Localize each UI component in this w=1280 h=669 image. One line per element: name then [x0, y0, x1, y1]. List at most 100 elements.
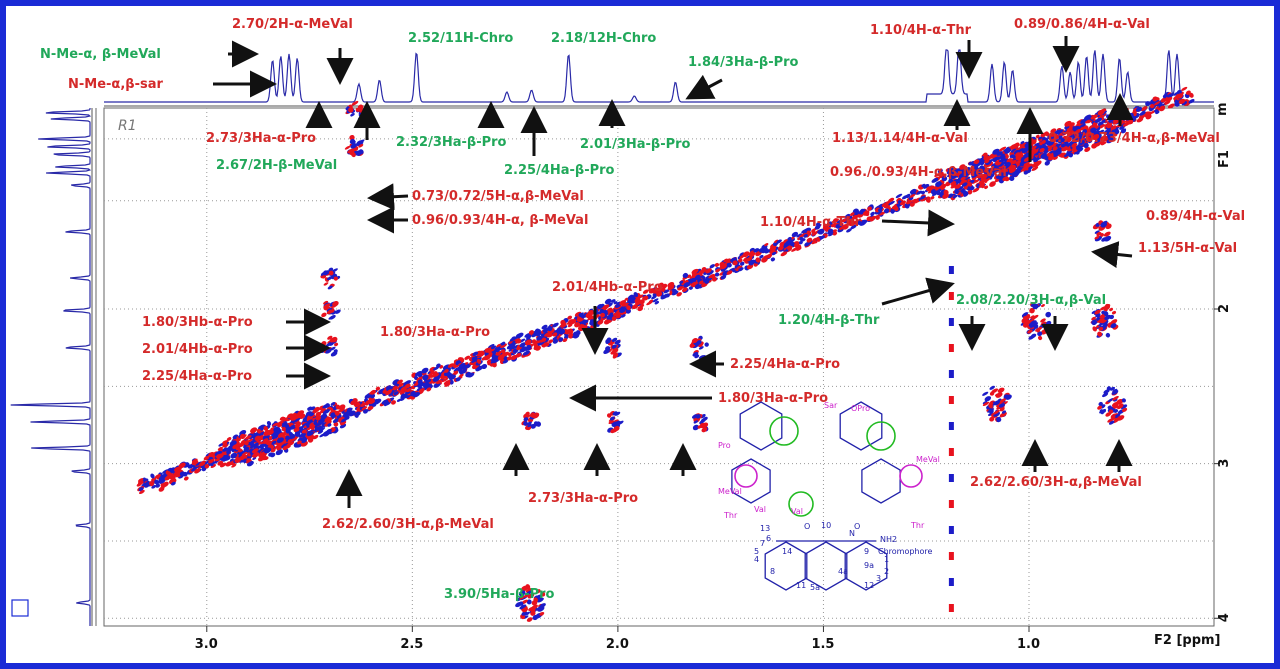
strip-7 [948, 448, 954, 456]
annotation-arrows [213, 36, 1134, 508]
structure-label-23: 5 [754, 547, 759, 556]
cross-peak-9 [521, 411, 542, 431]
corner-box [11, 599, 29, 617]
structure-label-27: 6 [766, 534, 771, 543]
cross-peak-16 [1092, 220, 1112, 242]
diag-blob-21 [404, 371, 433, 398]
plot-area [103, 107, 1215, 627]
strip-11 [948, 552, 954, 560]
top-trace-line [104, 49, 1214, 103]
panel-label: R1 [118, 118, 137, 134]
annot-cp-6: 1.80/3Hb-α-Pro [142, 315, 253, 330]
structure-label-7: Thr [723, 511, 738, 520]
x-axis-label: F2 [ppm] [1154, 633, 1221, 648]
structure-label-12: O [854, 522, 860, 531]
ring-chromo-left [764, 541, 808, 591]
cross-peak-13 [1090, 303, 1119, 338]
green-arc-1 [769, 416, 799, 446]
strip-10 [948, 526, 954, 534]
structure-label-26: 7 [760, 539, 765, 548]
actinomycin-structure: Sar OPro MeVal Pro MeVal Val Val Thr Thr Chromoph… [718, 401, 940, 592]
cross-peak-7 [603, 337, 622, 359]
strip-9 [948, 500, 954, 508]
diag-blob-74 [1088, 108, 1127, 144]
annot-cp-13: 2.08/2.20/3H-α,β-Val [956, 293, 1106, 308]
diag-blob-20 [391, 379, 418, 401]
strip-5 [948, 396, 954, 404]
annot-cp-10: 2.25/4Ha-α-Pro [730, 357, 840, 372]
structure-label-14: 10 [821, 521, 831, 530]
strip-0 [948, 266, 954, 274]
cross-peak-annotations: 0.73/0.72/5H-α,β-MeVal 0.96/0.93/4H-α, β… [142, 189, 1245, 602]
magenta-arc-2 [899, 464, 923, 488]
cross-peak-10 [691, 413, 709, 433]
annot-cp-0: 0.73/0.72/5H-α,β-MeVal [412, 189, 584, 204]
structure-label-24: 4 [754, 555, 759, 564]
diag-blob-3 [174, 461, 195, 481]
strip-6 [948, 422, 954, 430]
structure-label-15: 11 [796, 581, 806, 590]
structure-label-16: 12 [864, 581, 874, 590]
strip-13 [948, 604, 954, 612]
structure-label-0: Sar [824, 401, 838, 410]
ring-chromo-right [844, 541, 888, 591]
annot-cp-2: 1.10/4H-α-Thr [760, 215, 862, 230]
diag-blob-52 [811, 222, 831, 242]
y-axis-label: F1 [1217, 150, 1232, 168]
y-axis-ticks: 2 3 4 [1214, 304, 1232, 622]
cross-peak-17 [1000, 158, 1020, 182]
diag-blob-37 [614, 297, 633, 314]
x-tick-label-1: 2.5 [400, 637, 423, 652]
annot-top-0: 2.70/2H-α-MeVal [232, 17, 353, 32]
ring-left-top [739, 401, 783, 451]
x-tick-label-3: 1.5 [811, 637, 834, 652]
structure-label-29: 2 [884, 567, 889, 576]
cross-peak-4 [319, 335, 339, 357]
annot-cp-9: 1.80/3Ha-α-Pro [380, 325, 490, 340]
structure-label-3: Pro [718, 441, 731, 450]
cross-peak-0 [345, 100, 366, 120]
diag-blob-80 [1173, 86, 1195, 106]
cross-peak-6 [689, 335, 709, 359]
strip-3 [948, 344, 954, 352]
magenta-arc-1 [734, 464, 758, 488]
f1-projection-trace [10, 108, 93, 626]
x-tick-label-2: 2.0 [606, 637, 629, 652]
ring-right-mid [861, 458, 901, 504]
structure-label-22: 4a [838, 567, 848, 576]
annot-top-12: 2.25/4Ha-β-Pro [504, 163, 615, 178]
annot-cp-16: 2.62/2.60/3H-α,β-MeVal [970, 475, 1142, 490]
structure-label-6: Val [791, 507, 803, 516]
strip-12 [948, 578, 954, 586]
diag-blob-50 [785, 231, 803, 252]
diag-blob-44 [705, 262, 730, 282]
structure-label-17: 13 [760, 524, 770, 533]
annot-top-2: N-Me-α,β-sar [68, 77, 164, 92]
diag-blob-28 [495, 337, 522, 362]
y-tick-label-2: 4 [1217, 613, 1232, 622]
grid-lines [104, 108, 1214, 626]
annot-cp-4: 1.13/5H-α-Val [1138, 241, 1237, 256]
structure-label-19: 9 [864, 547, 869, 556]
y-tick-label-1: 3 [1217, 459, 1232, 468]
structure-label-5: Val [754, 505, 766, 514]
annot-top-7: 0.89/0.86/4H-α-Val [1014, 17, 1150, 32]
cross-peak-12 [1020, 302, 1052, 341]
annot-cp-5: 2.01/4Hb-α-Pro [552, 280, 663, 295]
structure-label-13: N [849, 529, 855, 538]
diag-blob-59 [905, 188, 924, 207]
structure-label-30: 3 [876, 574, 881, 583]
annot-cp-14: 2.73/3Ha-α-Pro [528, 491, 638, 506]
annot-top-13: 1.13/1.14/4H-α-Val [832, 131, 968, 146]
top-axis-label: m [1215, 102, 1230, 116]
cross-peak-8 [606, 411, 624, 434]
nmr-spectrum: 3.0 2.5 2.0 1.5 1.0 234 R1 F2 [ppm] F1 m Sar… [10, 17, 1245, 652]
structure-label-2: MeVal [916, 455, 940, 464]
annot-cp-8: 2.25/4Ha-α-Pro [142, 369, 252, 384]
annot-top-11: 2.67/2H-β-MeVal [216, 158, 337, 173]
ring-right-top [839, 401, 883, 451]
cross-peak-14 [982, 385, 1012, 423]
diag-blob-38 [627, 292, 645, 312]
structure-label-1: OPro [851, 404, 870, 413]
